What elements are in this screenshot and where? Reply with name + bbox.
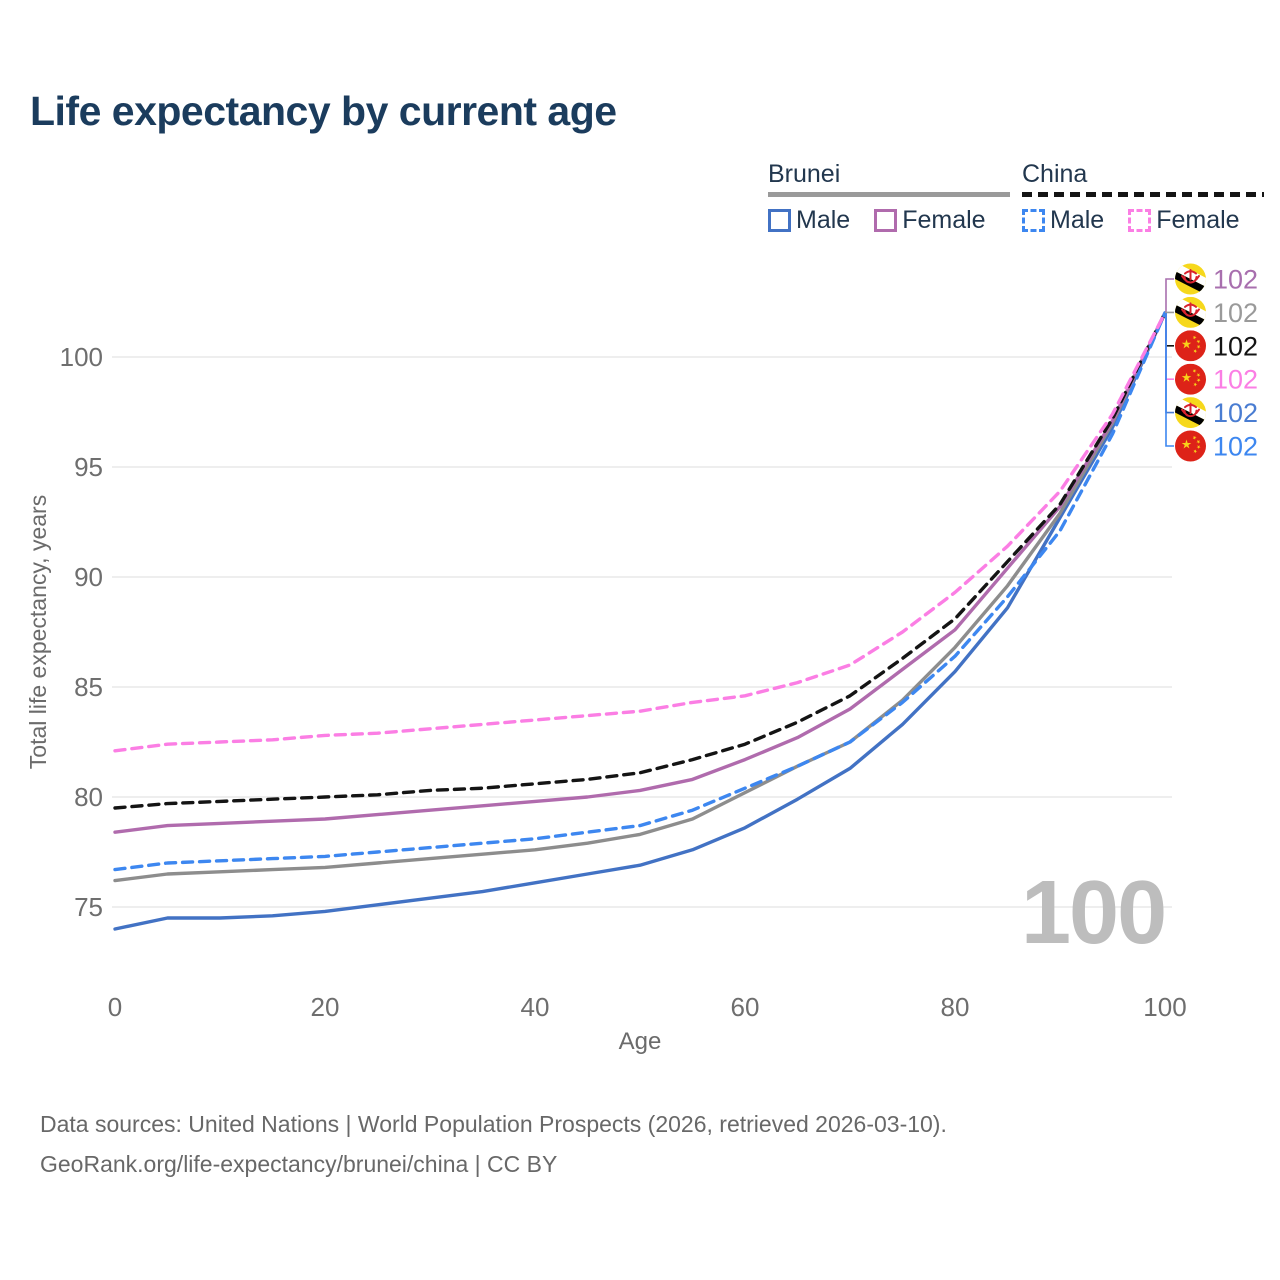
end-label-connector: [1165, 313, 1174, 347]
end-label-value: 102: [1213, 432, 1258, 462]
x-tick-label: 60: [731, 992, 760, 1022]
legend-item: Male: [768, 206, 850, 235]
axis-tick-labels: 75 80 85 90 95 100 0 20 40 60 80 100: [60, 342, 1187, 1022]
x-tick-label: 20: [311, 992, 340, 1022]
page-title: Life expectancy by current age: [30, 88, 617, 134]
end-label-value: 102: [1213, 398, 1258, 428]
series-line-china-all: [113, 311, 1167, 810]
legend-item-label: Male: [1050, 206, 1105, 234]
legend-row: Male Female: [1022, 206, 1264, 235]
legend-swatch-icon: [1022, 209, 1045, 232]
series-line-china-female: [113, 311, 1167, 753]
china-flag-icon: [1175, 330, 1206, 361]
series-line-brunei-female: [113, 311, 1167, 834]
brunei-flag-icon: [1167, 262, 1214, 296]
legend-group: China Male Female: [1022, 160, 1264, 235]
series-lines: [113, 311, 1167, 931]
attribution-line: GeoRank.org/life-expectancy/brunei/china…: [40, 1151, 558, 1177]
legend-item: Female: [874, 206, 986, 235]
series-line-brunei-all: [113, 311, 1167, 883]
legend-group: Brunei Male Female: [768, 160, 1010, 235]
footer: Data sources: United Nations | World Pop…: [40, 1104, 947, 1184]
y-tick-label: 90: [74, 562, 103, 592]
china-flag-icon: [1175, 431, 1206, 462]
end-label-connector: [1165, 311, 1174, 314]
series-line-brunei-male: [113, 311, 1167, 931]
y-tick-label: 85: [74, 672, 103, 702]
y-axis-title: Total life expectancy, years: [25, 495, 51, 769]
legend-group-title: Brunei: [768, 160, 841, 188]
brunei-flag-icon: [1167, 295, 1214, 329]
legend-swatch-icon: [874, 209, 898, 232]
legend-row: Male Female: [768, 206, 1010, 235]
end-label-value: 102: [1213, 265, 1258, 295]
legend-item-label: Female: [902, 206, 986, 234]
legend-swatch-icon: [1128, 209, 1152, 232]
data-sources-line: Data sources: United Nations | World Pop…: [40, 1111, 947, 1137]
brunei-flag-icon: [1167, 395, 1214, 429]
legend-item: Male: [1022, 206, 1104, 235]
china-flag-icon: [1175, 364, 1206, 395]
y-tick-label: 95: [74, 452, 103, 482]
y-tick-label: 75: [74, 892, 103, 922]
end-label-value: 102: [1213, 365, 1258, 395]
y-tick-label: 100: [60, 342, 103, 372]
legend-item: Female: [1128, 206, 1240, 235]
end-label-connector: [1165, 278, 1174, 313]
end-label-value: 102: [1213, 298, 1258, 328]
legend-swatch-icon: [768, 209, 791, 232]
end-label-connector: [1165, 313, 1174, 447]
legend-underline-swatch: [1022, 192, 1264, 197]
legend-group-title: China: [1022, 160, 1088, 188]
series-line-china-male: [113, 311, 1167, 872]
x-tick-label: 0: [108, 992, 122, 1022]
legend-underline-swatch: [768, 192, 1010, 197]
legend-item-label: Male: [796, 206, 851, 234]
y-tick-label: 80: [74, 782, 103, 812]
x-axis-title: Age: [619, 1028, 662, 1055]
x-tick-label: 40: [521, 992, 550, 1022]
legend-item-label: Female: [1156, 206, 1240, 234]
x-tick-label: 80: [941, 992, 970, 1022]
end-label-connector: [1165, 313, 1174, 414]
age-counter-watermark: 100: [1021, 863, 1167, 963]
end-label-value: 102: [1213, 331, 1258, 361]
x-tick-label: 100: [1143, 992, 1186, 1022]
